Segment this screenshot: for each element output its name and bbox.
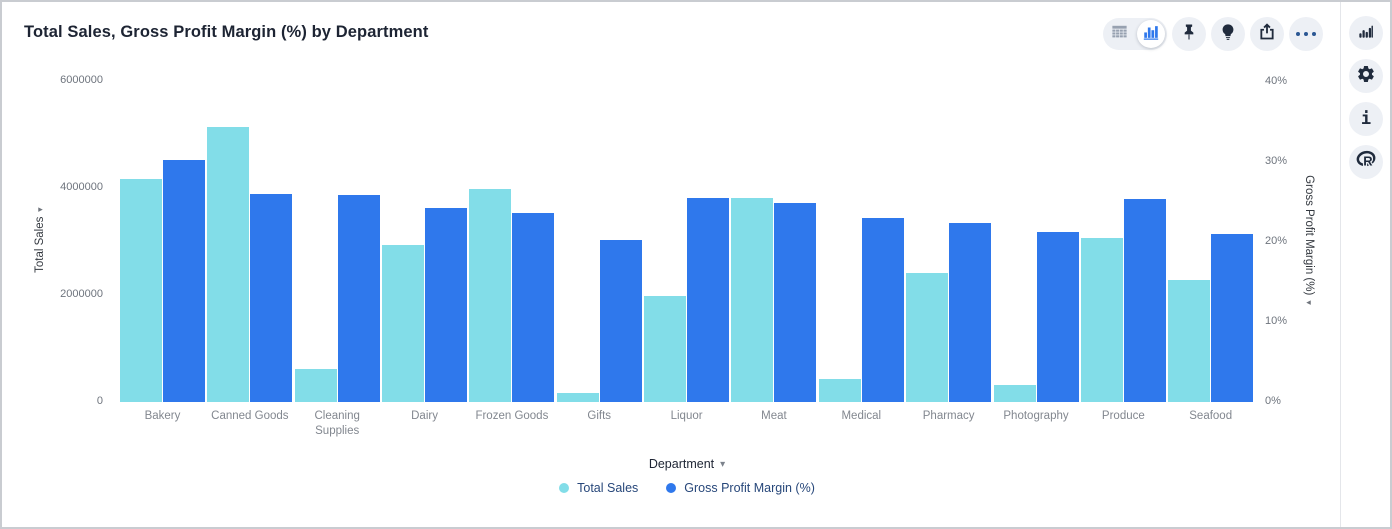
left-axis-tick: 0 <box>96 395 103 407</box>
right-rail: i R <box>1349 16 1383 179</box>
bar-gross-profit-margin-cleaning-supplies[interactable] <box>337 195 380 402</box>
chart-toolbar <box>1103 17 1323 51</box>
right-axis-tick: 10% <box>1265 315 1288 327</box>
bar-gross-profit-margin-medical[interactable] <box>861 218 904 402</box>
bar-chart-icon <box>1142 23 1160 46</box>
bar-total-sales-bakery[interactable] <box>120 179 162 402</box>
bar-gross-profit-margin-frozen-goods[interactable] <box>512 213 555 402</box>
bar-gross-profit-margin-pharmacy[interactable] <box>949 223 992 402</box>
bar-gross-profit-margin-liquor[interactable] <box>687 198 730 402</box>
right-axis-tick: 30% <box>1265 155 1288 167</box>
x-axis-label-dairy: Dairy <box>411 410 438 422</box>
chart-config-button[interactable] <box>1349 16 1383 50</box>
x-axis-label-frozen-goods: Frozen Goods <box>475 410 549 422</box>
right-axis-title-text: Gross Profit Margin (%) <box>1303 175 1315 296</box>
x-axis-label-meat: Meat <box>761 410 787 422</box>
right-axis-tick: 0% <box>1265 395 1281 407</box>
bar-gross-profit-margin-bakery[interactable] <box>163 160 205 402</box>
x-axis-field-selector[interactable]: Department ▾ <box>114 457 1260 471</box>
pin-button[interactable] <box>1172 17 1206 51</box>
view-toggle[interactable] <box>1103 18 1167 50</box>
bar-total-sales-canned-goods[interactable] <box>207 127 250 402</box>
bar-total-sales-frozen-goods[interactable] <box>469 189 512 402</box>
bar-total-sales-produce[interactable] <box>1080 238 1123 402</box>
bar-gross-profit-margin-gifts[interactable] <box>599 240 642 402</box>
x-axis-label-bakery: Bakery <box>144 410 181 422</box>
bar-total-sales-meat[interactable] <box>731 198 774 402</box>
gear-icon <box>1356 64 1376 89</box>
legend-label: Total Sales <box>577 481 639 495</box>
bar-gross-profit-margin-photography[interactable] <box>1036 232 1079 402</box>
r-analysis-button[interactable]: R <box>1349 145 1383 179</box>
bar-total-sales-cleaning-supplies[interactable] <box>294 369 337 402</box>
bar-total-sales-gifts[interactable] <box>556 393 599 402</box>
right-axis-tick: 40% <box>1265 75 1288 87</box>
right-axis-tick: 20% <box>1265 235 1288 247</box>
bar-total-sales-dairy[interactable] <box>382 245 425 402</box>
x-axis-label-gifts: Gifts <box>587 410 612 422</box>
insights-button[interactable] <box>1211 17 1245 51</box>
left-axis-title[interactable]: Total Sales ▸ <box>34 203 46 273</box>
legend-item-total-sales[interactable]: Total Sales <box>559 481 638 495</box>
bar-gross-profit-margin-dairy[interactable] <box>425 208 468 402</box>
bar-total-sales-photography[interactable] <box>993 385 1036 402</box>
x-axis-label-photography: Photography <box>1003 410 1069 422</box>
bar-total-sales-pharmacy[interactable] <box>906 273 949 402</box>
bar-gross-profit-margin-canned-goods[interactable] <box>250 194 293 402</box>
legend-swatch <box>666 483 677 493</box>
legend: Total Sales Gross Profit Margin (%) <box>114 481 1260 495</box>
bar-gross-profit-margin-meat[interactable] <box>774 203 817 402</box>
left-axis-tick: 4000000 <box>60 181 103 193</box>
lightbulb-icon <box>1218 22 1238 47</box>
bar-total-sales-seafood[interactable] <box>1168 280 1211 402</box>
bar-total-sales-liquor[interactable] <box>644 296 687 402</box>
legend-item-gross-profit-margin[interactable]: Gross Profit Margin (%) <box>666 481 815 495</box>
x-axis-label-liquor: Liquor <box>670 410 703 422</box>
x-axis-field-label: Department <box>648 457 715 471</box>
share-export-icon <box>1257 22 1277 47</box>
left-axis-tick: 2000000 <box>60 288 103 300</box>
r-logo-icon: R <box>1355 148 1378 176</box>
legend-swatch <box>559 483 570 493</box>
chart-bars-icon <box>1357 22 1375 45</box>
left-axis-arrow-icon: ▸ <box>37 203 43 214</box>
more-options-button[interactable] <box>1289 17 1323 51</box>
table-view-button[interactable] <box>1105 20 1133 48</box>
chart-view-button[interactable] <box>1137 20 1165 48</box>
info-button[interactable]: i <box>1349 102 1383 136</box>
bar-total-sales-medical[interactable] <box>818 379 861 402</box>
chevron-down-icon: ▾ <box>720 458 726 470</box>
x-axis-label-canned-goods: Canned Goods <box>211 410 289 422</box>
table-icon <box>1110 22 1129 46</box>
x-axis-label-produce: Produce <box>1101 410 1145 422</box>
ellipsis-icon <box>1295 31 1317 37</box>
info-icon: i <box>1360 108 1372 129</box>
settings-button[interactable] <box>1349 59 1383 93</box>
pin-icon <box>1179 22 1199 47</box>
x-axis-label-seafood: Seafood <box>1189 410 1233 422</box>
right-axis-title[interactable]: Gross Profit Margin (%) ◂ <box>1303 175 1315 308</box>
bar-gross-profit-margin-seafood[interactable] <box>1211 234 1254 402</box>
share-button[interactable] <box>1250 17 1284 51</box>
legend-label: Gross Profit Margin (%) <box>684 481 815 495</box>
x-axis-label-cleaning-supplies: Cleaning Supplies <box>314 410 360 437</box>
rail-divider <box>1340 2 1341 527</box>
bar-gross-profit-margin-produce[interactable] <box>1123 199 1166 402</box>
svg-text:R: R <box>1363 153 1373 168</box>
x-axis-label-medical: Medical <box>841 410 882 422</box>
left-axis-tick: 6000000 <box>60 74 103 86</box>
page-title: Total Sales, Gross Profit Margin (%) by … <box>24 23 429 41</box>
x-axis-label-pharmacy: Pharmacy <box>922 410 975 422</box>
right-axis-arrow-icon: ◂ <box>1306 297 1312 308</box>
left-axis-title-text: Total Sales <box>34 216 46 273</box>
